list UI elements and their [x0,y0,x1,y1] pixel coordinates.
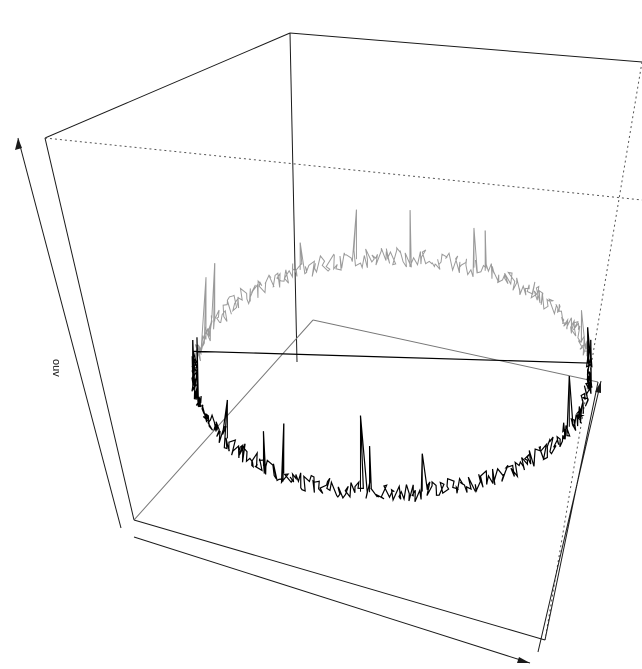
box-edge-vertical-right-dotted [544,61,642,641]
z-axis-label: ouv [50,359,62,377]
ring-trace-back-line [193,209,591,364]
ring-trace-front [191,327,593,503]
x-axis-arrow [133,536,531,664]
box-edge-bottom-right [544,381,599,641]
ring-trace-back [193,209,591,364]
box-edge-vertical-back [289,32,298,363]
box-edge-bottom-back-left [133,319,314,521]
bounding-box [44,32,642,641]
box-edge-vertical-left [44,137,135,521]
x-axis-arrowhead [517,657,530,663]
box-edge-top-back [44,32,291,139]
z-axis-arrow [17,137,122,529]
ring-trace-front-line [191,327,593,503]
y-axis-arrow [537,380,602,653]
box-edge-top-right [289,32,642,63]
box-edge-top-front-dotted [44,137,642,201]
y-axis-arrowhead [595,381,601,393]
box-edge-bottom-back-right [312,319,599,383]
z-axis-arrowhead [15,138,22,150]
spikes [192,209,592,493]
box-edge-bottom-front [133,519,546,641]
axes [15,137,602,664]
